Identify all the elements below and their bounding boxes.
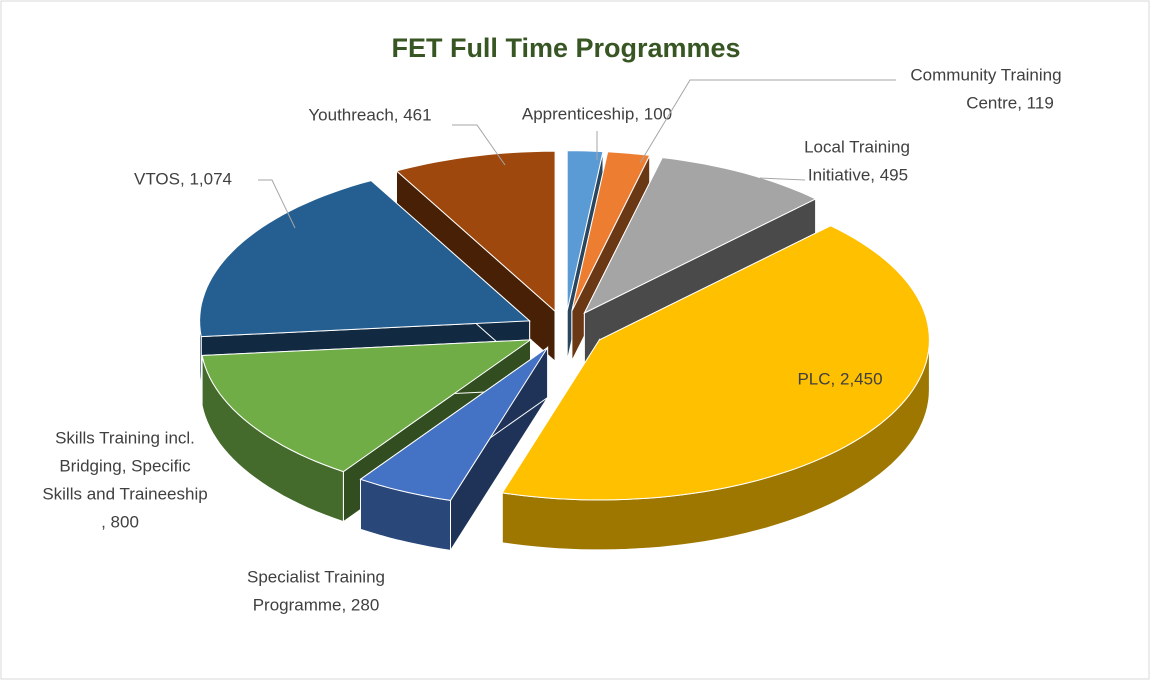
data-label: Apprenticeship, 100 <box>522 104 672 123</box>
data-label: Skills Training incl. <box>55 428 195 447</box>
data-label: Centre, 119 <box>966 93 1054 112</box>
leader-line <box>258 179 296 229</box>
slice <box>201 339 533 473</box>
data-label: Youthreach, 461 <box>308 105 431 124</box>
data-label: Community Training <box>910 65 1061 84</box>
slice <box>571 151 651 312</box>
leader-line <box>759 177 806 181</box>
chart-title: FET Full Time Programmes <box>391 33 740 63</box>
leader-line <box>639 79 896 164</box>
data-label: Skills and Traineeship <box>42 484 207 503</box>
slice <box>395 150 556 313</box>
data-label: PLC, 2,450 <box>797 369 882 388</box>
slice <box>199 180 531 338</box>
slice <box>566 150 604 311</box>
data-label: Bridging, Specific <box>59 456 191 475</box>
slice <box>359 347 549 501</box>
data-label: Programme, 280 <box>253 595 380 614</box>
slice <box>501 225 930 501</box>
slice <box>583 157 817 315</box>
data-label: Local Training <box>804 137 910 156</box>
data-label: Initiative, 495 <box>808 165 908 184</box>
leader-line <box>452 124 506 166</box>
data-label: VTOS, 1,074 <box>134 169 232 188</box>
data-label: , 800 <box>101 512 139 531</box>
data-label: Specialist Training <box>247 567 385 586</box>
